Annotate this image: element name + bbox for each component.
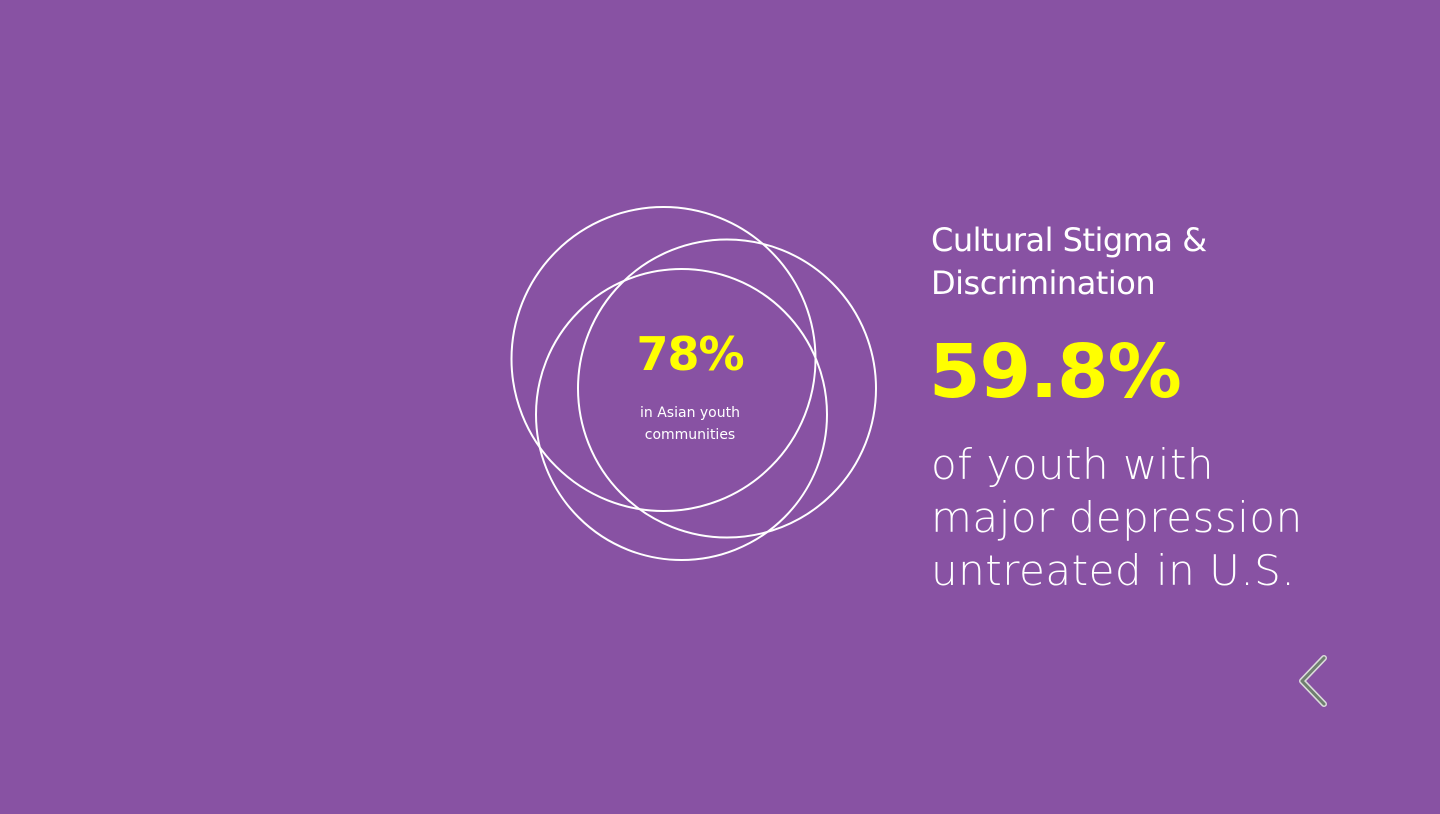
stat: 59.8% [929,329,1182,415]
description: untreated in U.S. [931,546,1296,595]
heading: Discrimination [931,264,1156,302]
circle-caption: communities [644,427,736,443]
description: major depression [931,493,1303,542]
circle-stat: 78% [636,327,744,381]
back-arrow[interactable] [1294,652,1334,710]
description: of youth with [931,440,1215,489]
heading: Cultural Stigma & [931,221,1207,259]
circle [535,268,828,561]
circle-caption: in Asian youth [640,405,740,421]
circle [577,238,877,539]
